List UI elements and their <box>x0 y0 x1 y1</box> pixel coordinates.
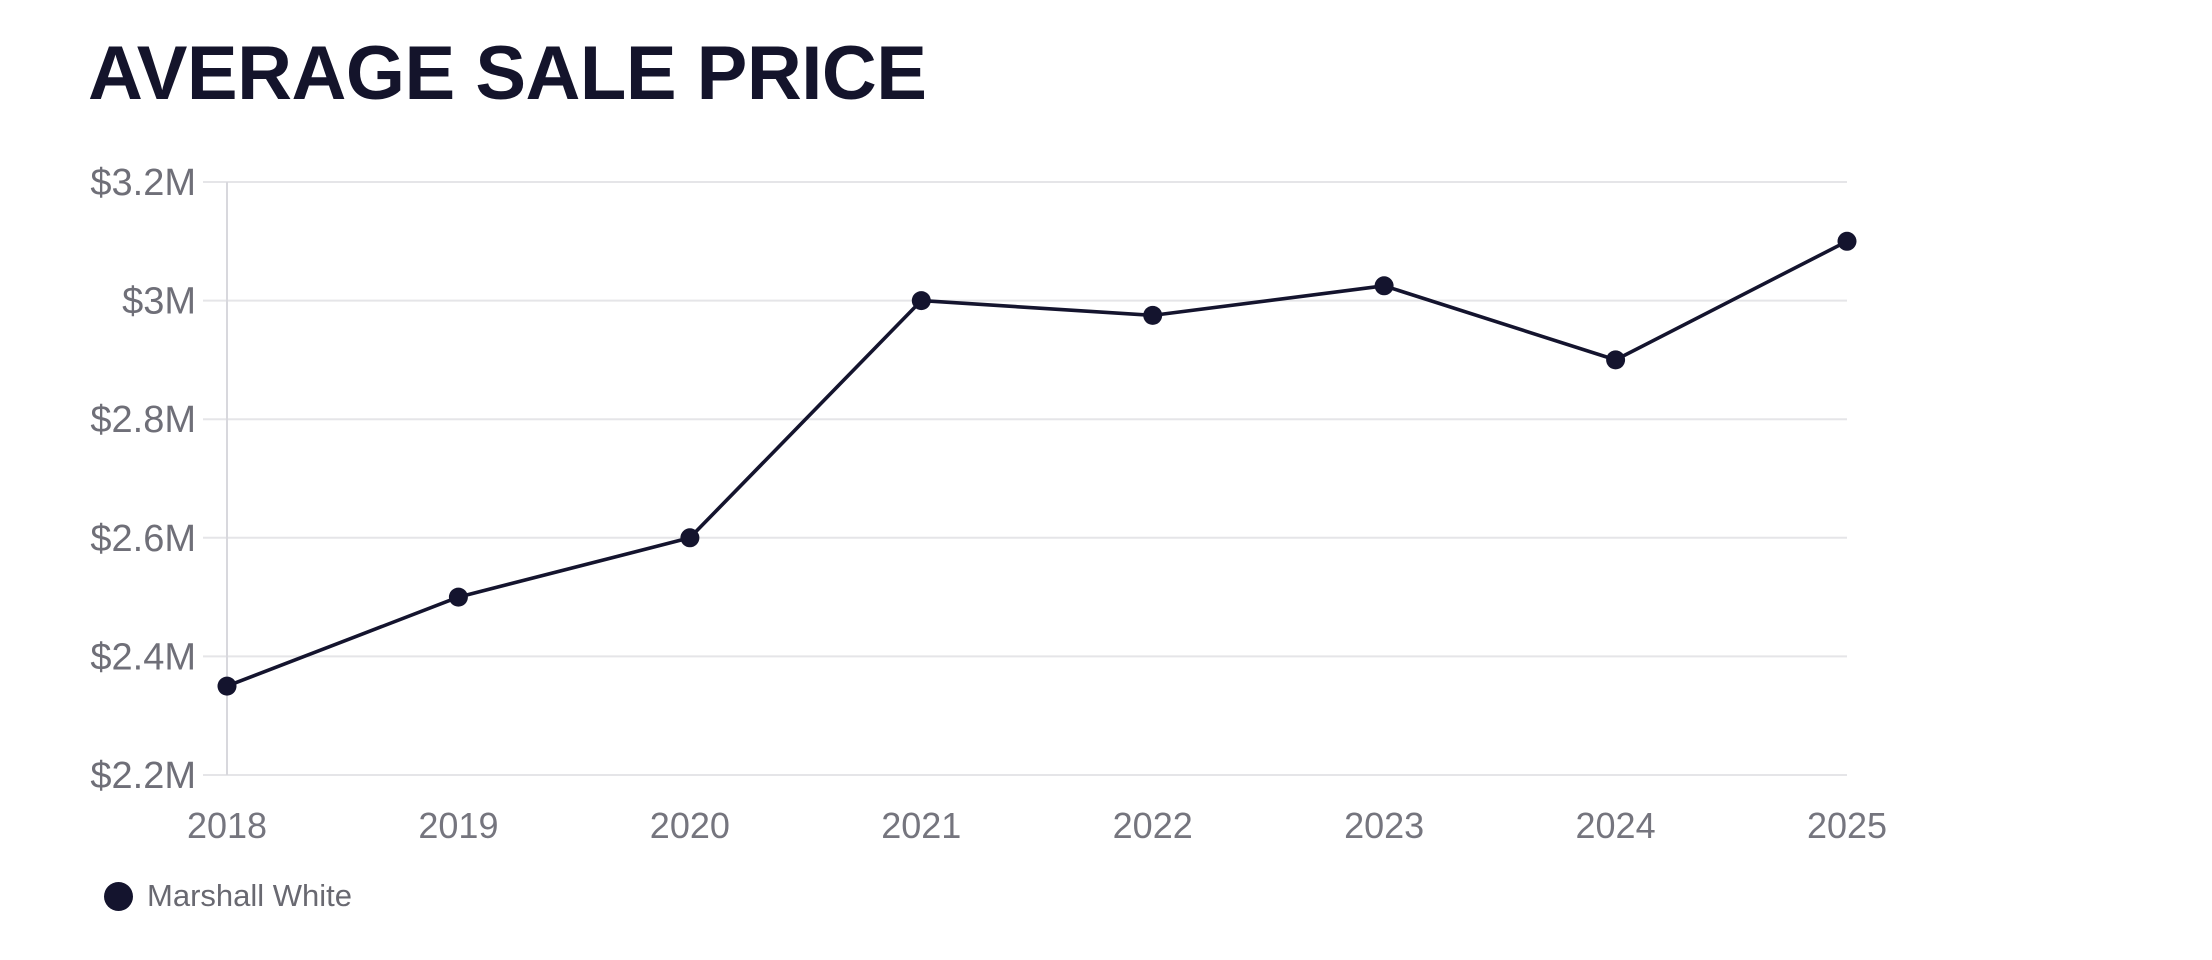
legend-marker-icon <box>104 881 133 911</box>
data-point-marker[interactable] <box>217 676 237 696</box>
chart-title: AVERAGE SALE PRICE <box>88 31 927 116</box>
data-point-marker[interactable] <box>911 291 931 311</box>
y-tick-label: $3.2M <box>90 162 196 204</box>
data-point-marker[interactable] <box>1837 231 1857 251</box>
data-point-marker[interactable] <box>1143 305 1163 325</box>
x-tick-label: 2025 <box>1807 805 1887 846</box>
x-tick-label: 2020 <box>650 805 730 846</box>
series-marshall-white <box>217 231 1857 696</box>
data-point-marker[interactable] <box>1606 350 1626 370</box>
y-tick-label: $2.4M <box>90 636 196 678</box>
x-axis-tick-labels: 2018 2019 2020 2021 2022 2023 2024 2025 <box>187 805 1887 846</box>
series-line <box>225 239 1849 688</box>
x-tick-label: 2018 <box>187 805 267 846</box>
x-tick-label: 2024 <box>1576 805 1656 846</box>
y-tick-label: $3M <box>122 281 196 323</box>
gridlines <box>203 181 1847 776</box>
y-axis-tick-labels: $3.2M $3M $2.8M $2.6M $2.4M $2.2M <box>90 162 196 797</box>
y-tick-label: $2.8M <box>90 399 196 441</box>
legend-label: Marshall White <box>147 878 352 913</box>
data-point-marker[interactable] <box>448 587 468 607</box>
y-tick-label: $2.2M <box>90 755 196 797</box>
x-tick-label: 2022 <box>1113 805 1193 846</box>
x-tick-label: 2023 <box>1344 805 1424 846</box>
data-point-marker[interactable] <box>680 528 700 548</box>
x-tick-label: 2019 <box>418 805 498 846</box>
y-tick-label: $2.6M <box>90 518 196 560</box>
data-point-marker[interactable] <box>1374 276 1394 296</box>
x-tick-label: 2021 <box>881 805 961 846</box>
legend: Marshall White <box>104 878 352 914</box>
